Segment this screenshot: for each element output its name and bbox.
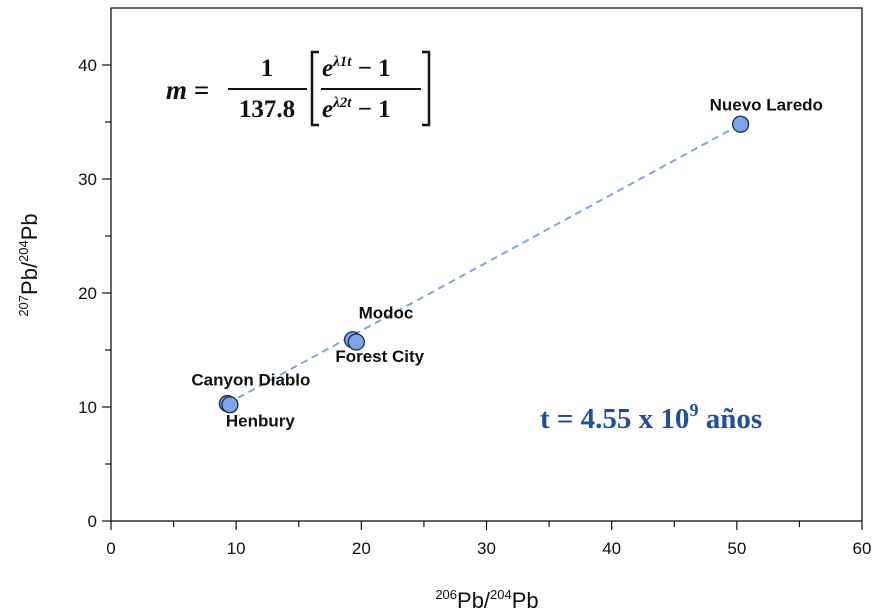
formula-right-bracket: [422, 50, 431, 127]
y-axis-title: 207Pb/204Pb: [16, 213, 42, 316]
fit-line: [226, 123, 742, 405]
point-label: Henbury: [226, 412, 295, 431]
point-label: Forest City: [335, 347, 424, 366]
x-tick-label: 0: [106, 539, 115, 558]
point-label: Nuevo Laredo: [710, 95, 823, 114]
y-tick-label: 0: [88, 512, 97, 531]
y-tick-label: 30: [78, 170, 97, 189]
formula-left-bracket: [310, 50, 319, 127]
y-tick-label: 40: [78, 56, 97, 75]
x-tick-label: 30: [477, 539, 496, 558]
point-label: Canyon Diablo: [191, 371, 310, 390]
formula-lhs: m =: [166, 75, 209, 105]
age-annotation: t = 4.55 x 109 años: [540, 400, 762, 435]
data-point: [731, 115, 750, 133]
formula-inner-numerator: eλ1t − 1: [322, 54, 391, 82]
point-label: Modoc: [359, 304, 414, 323]
plot-axes: 0 10 20 30 40 50 60 0 10 20 30 40: [78, 7, 872, 558]
formula-inner-denominator: eλ2t − 1: [322, 95, 391, 123]
data-point: [347, 333, 365, 351]
y-tick-label: 10: [78, 398, 97, 417]
data-point: [221, 396, 239, 414]
x-tick-label: 40: [602, 539, 621, 558]
point-labels: Canyon Diablo Henbury Modoc Forest City Nuev…: [191, 95, 823, 430]
data-points: [218, 115, 750, 414]
formula-numerator: 1: [261, 55, 274, 82]
x-axis-title: 206Pb/204Pb: [435, 587, 538, 612]
x-tick-label: 50: [727, 539, 746, 558]
x-tick-label: 60: [853, 539, 872, 558]
isochron-formula: m = 1 137.8 eλ1t − 1 eλ2t − 1: [166, 50, 431, 127]
plot-frame: [110, 7, 863, 522]
y-tick-label: 20: [78, 284, 97, 303]
x-tick-label: 10: [227, 539, 246, 558]
x-tick-label: 20: [352, 539, 371, 558]
fit-line-group: [226, 123, 742, 405]
formula-denominator: 137.8: [239, 96, 295, 123]
